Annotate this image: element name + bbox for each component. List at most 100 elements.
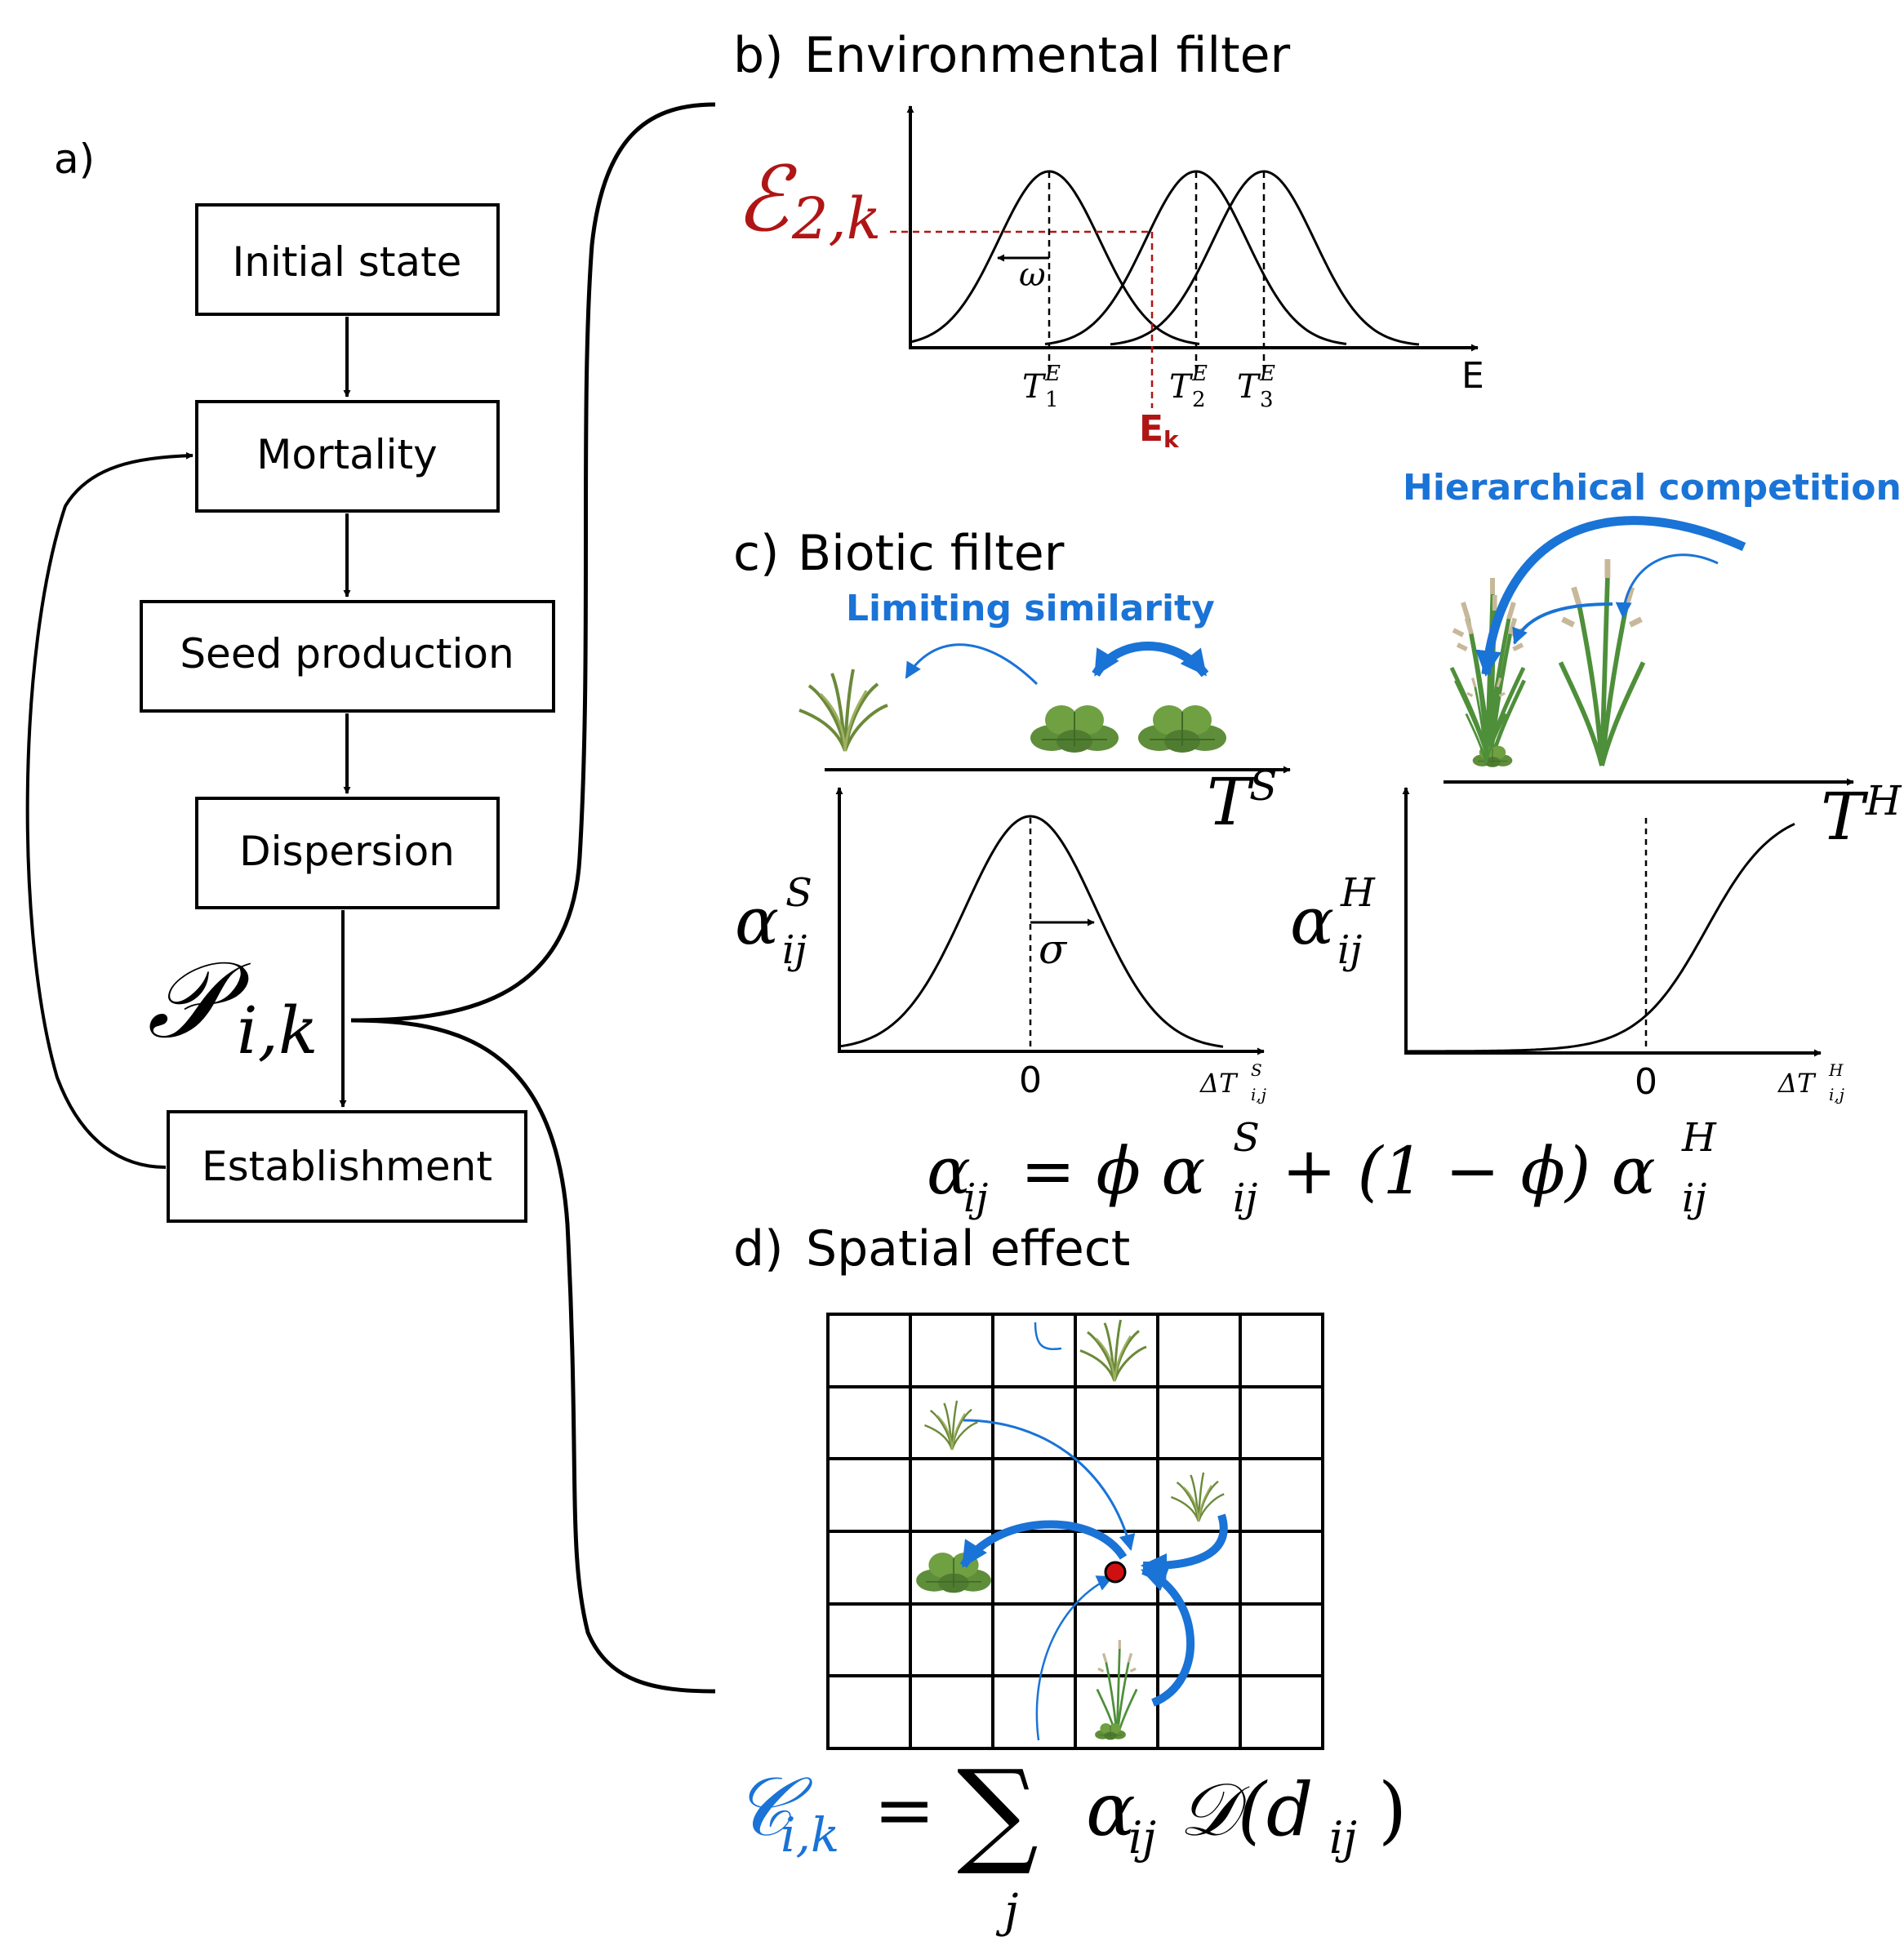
svg-text:ij: ij <box>1682 1175 1706 1221</box>
alpha-s-sup: S <box>785 870 812 916</box>
svg-text:j: j <box>995 1885 1018 1937</box>
svg-text:ij: ij <box>963 1175 988 1221</box>
niche-curve-1 <box>910 170 1200 345</box>
limiting-similarity-illustration: T S <box>798 642 1291 840</box>
svg-text:α: α <box>1086 1767 1136 1853</box>
svg-text:T: T <box>1169 368 1194 406</box>
flow-box-establishment: Establishment <box>167 1110 527 1223</box>
svg-text:): ) <box>1378 1767 1407 1853</box>
panel-d-title: Spatial effect <box>806 1220 1130 1277</box>
svg-text:=: = <box>874 1767 935 1853</box>
alpha-h-sub: ij <box>1337 927 1362 973</box>
flow-box-dispersion: Dispersion <box>195 797 500 909</box>
hierarchical-competition-label: Hierarchical competition <box>1403 467 1902 509</box>
probability-symbol: 𝒫 i,k <box>147 938 318 1068</box>
arrow-right-grass <box>1140 1513 1228 1579</box>
svg-text:i,k: i,k <box>781 1807 839 1863</box>
zero-tick-left: 0 <box>1019 1060 1042 1101</box>
delta-th-sup: H <box>1828 1060 1844 1080</box>
x-axis-label-e: E <box>1461 355 1484 397</box>
panel-b-label: b) <box>733 27 784 84</box>
arrow-left-grass <box>963 1419 1136 1551</box>
flow-arrows <box>25 317 351 1169</box>
panel-b-title: Environmental filter <box>804 27 1291 84</box>
alpha-s-sub: ij <box>782 927 807 973</box>
environmental-filter-plot: ω E T E 1 T E 2 T E 3 E k ℰ 2,k <box>735 105 1484 453</box>
svg-text:H: H <box>1681 1115 1717 1161</box>
svg-text:1: 1 <box>1045 388 1059 412</box>
svg-text:𝒟(d: 𝒟(d <box>1179 1767 1314 1853</box>
svg-text:E: E <box>1139 408 1163 450</box>
th-axis-sup: H <box>1865 777 1902 824</box>
initial-state-label: Initial state <box>233 238 462 286</box>
limiting-similarity-label: Limiting similarity <box>846 588 1215 629</box>
panel-d-label: d) <box>733 1220 784 1277</box>
tick-t2: T E 2 <box>1169 362 1208 412</box>
brace-connector <box>350 102 716 1694</box>
limiting-similarity-curve <box>840 815 1224 1048</box>
svg-text:k: k <box>1163 426 1180 453</box>
svg-text:3: 3 <box>1260 388 1274 412</box>
svg-text:∑: ∑ <box>957 1746 1039 1879</box>
strong-hierarchy-arrow <box>1475 516 1746 678</box>
spatial-grid <box>826 1313 1324 1750</box>
hierarchical-illustration: T H <box>1444 516 1902 855</box>
dispersion-label: Dispersion <box>239 828 455 875</box>
delta-ts-label: ΔT <box>1199 1068 1239 1099</box>
svg-text:E: E <box>1259 362 1275 386</box>
flow-box-initial-state: Initial state <box>195 203 500 316</box>
arrow-rosette <box>959 1520 1128 1568</box>
competition-equation: 𝒞 i,k = ∑ j α ij 𝒟(d ij ) <box>733 1746 1407 1937</box>
svg-text:E: E <box>1191 362 1208 386</box>
weak-competition-arrow <box>905 643 1039 686</box>
alpha-s-plot: σ α S ij 0 ΔT S i,j <box>735 787 1266 1104</box>
mortality-label: Mortality <box>256 431 438 478</box>
strong-competition-arrow <box>1092 642 1209 678</box>
arrow-bottom-thin <box>1035 1575 1114 1741</box>
alpha-h-plot: α H ij 0 ΔT H i,j <box>1290 787 1844 1104</box>
svg-text:E: E <box>1044 362 1061 386</box>
svg-text:T: T <box>1237 368 1261 406</box>
epsilon-label: ℰ 2,k <box>735 147 881 252</box>
svg-text:ij: ij <box>1128 1812 1156 1864</box>
svg-text:+ (1 − ϕ) α: + (1 − ϕ) α <box>1282 1133 1656 1209</box>
tick-t3: T E 3 <box>1237 362 1275 412</box>
omega-symbol: ω <box>1019 256 1046 294</box>
panel-c-title: Biotic filter <box>798 525 1065 582</box>
svg-text:ij: ij <box>1233 1175 1257 1221</box>
svg-text:ij: ij <box>1329 1812 1357 1864</box>
svg-text:S: S <box>1233 1115 1260 1161</box>
spatial-arrows <box>959 1322 1228 1741</box>
medium-hierarchy-arrow <box>1512 602 1613 645</box>
tick-t1: T E 1 <box>1022 362 1061 412</box>
svg-text:2: 2 <box>1192 388 1206 412</box>
ts-axis-label: T <box>1207 764 1255 840</box>
delta-ts-sub: i,j <box>1251 1085 1266 1104</box>
alpha-equation: α ij = ϕ α S ij + (1 − ϕ) α H ij <box>927 1115 1717 1221</box>
panel-a-label: a) <box>54 136 95 183</box>
alpha-s-symbol: α <box>735 883 779 959</box>
seed-production-label: Seed production <box>180 630 514 678</box>
sigma-symbol: σ <box>1039 926 1068 973</box>
weak-hierarchy-arrow <box>1615 553 1719 619</box>
svg-text:ℰ: ℰ <box>735 147 798 251</box>
probability-P: 𝒫 <box>147 938 251 1062</box>
probability-subscript: i,k <box>237 993 318 1068</box>
flow-box-seed-production: Seed production <box>140 600 555 713</box>
th-axis-label: T <box>1821 779 1869 855</box>
alpha-h-symbol: α <box>1290 883 1334 959</box>
hierarchical-curve <box>1407 822 1795 1053</box>
delta-th-sub: i,j <box>1829 1085 1844 1104</box>
ek-label: E k <box>1139 408 1180 453</box>
delta-th-label: ΔT <box>1777 1068 1817 1099</box>
arrow-bottom-grass <box>1141 1566 1195 1707</box>
svg-text:T: T <box>1022 368 1047 406</box>
alpha-h-sup: H <box>1340 870 1376 916</box>
svg-text:= ϕ α: = ϕ α <box>1021 1133 1205 1209</box>
delta-ts-sup: S <box>1251 1060 1262 1080</box>
panel-c-label: c) <box>733 525 779 582</box>
arrow-top-grass <box>1034 1322 1062 1350</box>
ts-axis-sup: S <box>1249 762 1277 810</box>
svg-text:2,k: 2,k <box>791 185 881 252</box>
